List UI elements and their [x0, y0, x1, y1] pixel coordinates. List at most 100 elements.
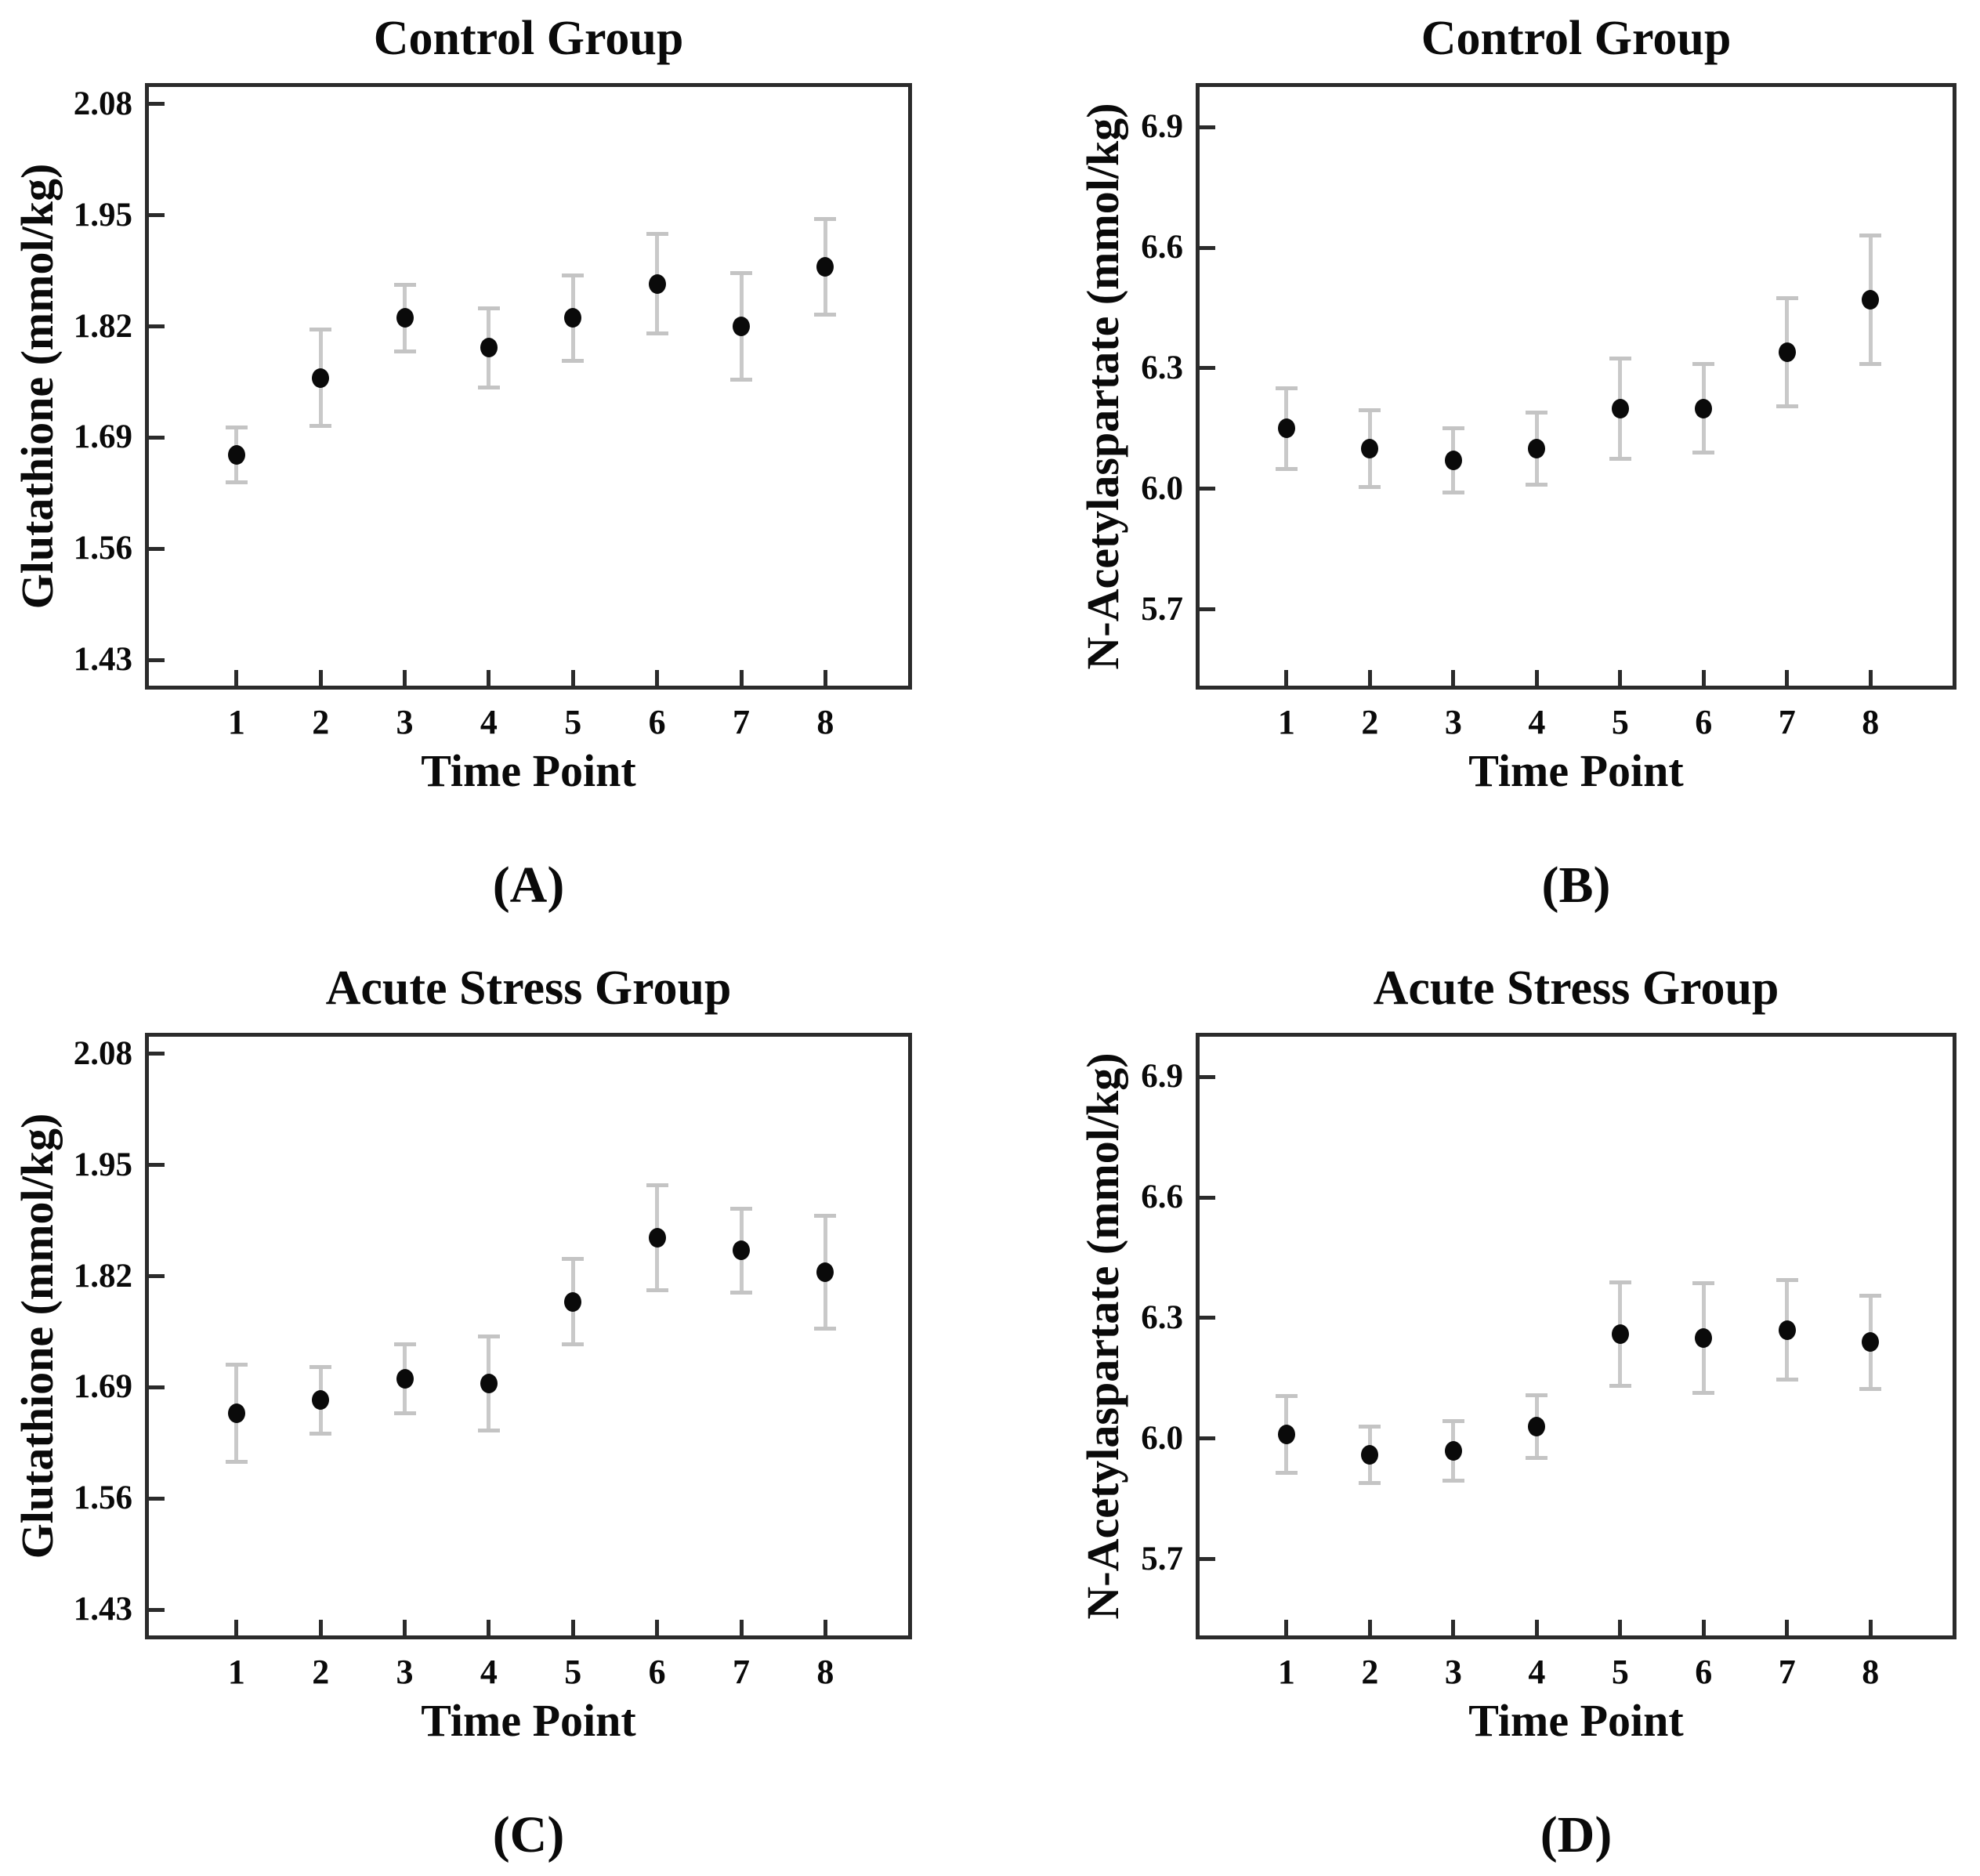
error-bar-cap-bottom — [477, 385, 500, 389]
data-point — [312, 368, 330, 388]
y-tick-label: 6.3 — [1141, 349, 1183, 386]
y-tick-mark — [1200, 245, 1215, 250]
y-tick-label: 1.56 — [73, 1479, 132, 1517]
data-point — [1695, 398, 1713, 418]
error-bar-cap-top — [309, 1364, 332, 1369]
y-tick-mark — [1200, 1436, 1215, 1441]
x-tick-label: 6 — [1695, 1653, 1713, 1691]
y-tick-label: 1.69 — [73, 418, 132, 456]
error-bar-cap-top — [1775, 1278, 1798, 1283]
x-tick-mark — [1618, 670, 1623, 686]
x-tick-mark — [487, 1620, 491, 1635]
x-tick-mark — [655, 1620, 660, 1635]
y-tick-mark — [149, 1385, 165, 1389]
error-bar-cap-top — [1359, 1424, 1381, 1429]
error-bar-cap-top — [225, 1362, 248, 1367]
y-tick-label: 1.82 — [73, 307, 132, 345]
x-tick-mark — [1701, 670, 1706, 686]
x-tick-mark — [1701, 1620, 1706, 1635]
x-tick-mark — [570, 670, 575, 686]
data-point — [1277, 1425, 1295, 1445]
x-tick-mark — [1534, 1620, 1539, 1635]
chart-title: Acute Stress Group — [1373, 962, 1779, 1015]
error-bar-cap-bottom — [730, 377, 752, 382]
data-point — [1778, 342, 1796, 362]
data-point — [1528, 438, 1546, 458]
x-tick-mark — [1284, 1620, 1289, 1635]
data-point — [312, 1390, 330, 1411]
x-tick-label: 3 — [396, 703, 414, 741]
error-bar-cap-top — [477, 1334, 500, 1338]
error-bar-cap-top — [477, 306, 500, 311]
error-bar-cap-top — [1275, 1394, 1298, 1399]
error-bar-cap-bottom — [1359, 1480, 1381, 1485]
y-tick-mark — [149, 435, 165, 440]
x-tick-label: 7 — [733, 1653, 750, 1691]
x-tick-label: 3 — [1444, 1653, 1462, 1691]
x-tick-label: 4 — [480, 703, 498, 741]
data-point — [564, 308, 582, 328]
error-bar-cap-top — [1526, 1393, 1548, 1397]
error-bar-cap-top — [1775, 295, 1798, 300]
y-tick-mark — [149, 213, 165, 218]
y-tick-mark — [1200, 1316, 1215, 1320]
x-tick-label: 2 — [312, 703, 330, 741]
x-tick-label: 6 — [648, 703, 666, 741]
y-tick-label: 6.6 — [1141, 1179, 1183, 1216]
error-bar-cap-bottom — [1775, 1378, 1798, 1382]
error-bar-cap-top — [1442, 426, 1464, 431]
x-tick-label: 5 — [1611, 1653, 1629, 1691]
error-bar-cap-bottom — [562, 358, 585, 363]
y-tick-label: 1.82 — [73, 1257, 132, 1295]
error-bar-cap-bottom — [1775, 404, 1798, 409]
y-tick-label: 6.3 — [1141, 1298, 1183, 1336]
error-bar-cap-top — [1609, 1280, 1631, 1285]
error-bar-cap-bottom — [1859, 1386, 1882, 1391]
y-axis-label: Glutathione (mmol/kg) — [12, 1113, 63, 1559]
x-tick-mark — [739, 1620, 744, 1635]
error-bar-cap-bottom — [730, 1290, 752, 1295]
y-tick-label: 5.7 — [1141, 1540, 1183, 1577]
x-tick-label: 6 — [648, 1653, 666, 1691]
y-tick-label: 2.08 — [73, 1034, 132, 1072]
data-point — [648, 1227, 666, 1248]
y-tick-mark — [1200, 366, 1215, 371]
x-tick-mark — [823, 670, 827, 686]
data-point — [1361, 1444, 1379, 1465]
x-tick-mark — [1451, 670, 1456, 686]
panel-letter: (D) — [1540, 1806, 1613, 1863]
y-tick-mark — [149, 657, 165, 662]
x-tick-label: 1 — [227, 1653, 245, 1691]
error-bar-cap-bottom — [814, 1326, 837, 1331]
x-tick-label: 3 — [396, 1653, 414, 1691]
error-bar-cap-top — [646, 232, 668, 237]
x-tick-mark — [1868, 670, 1873, 686]
y-tick-label: 1.56 — [73, 530, 132, 567]
x-tick-label: 5 — [564, 1653, 582, 1691]
error-bar-cap-bottom — [646, 1287, 668, 1292]
y-tick-label: 6.0 — [1141, 469, 1183, 507]
x-tick-mark — [1785, 1620, 1790, 1635]
error-bar-cap-top — [730, 271, 752, 276]
x-tick-label: 8 — [1862, 1653, 1880, 1691]
error-bar-cap-bottom — [477, 1428, 500, 1432]
x-tick-mark — [1534, 670, 1539, 686]
x-tick-label: 4 — [1528, 1653, 1546, 1691]
y-tick-label: 6.9 — [1141, 108, 1183, 146]
data-point — [1611, 1324, 1629, 1344]
y-tick-label: 1.69 — [73, 1368, 132, 1406]
x-tick-label: 4 — [480, 1653, 498, 1691]
y-tick-label: 1.43 — [73, 1591, 132, 1628]
data-point — [1444, 451, 1462, 471]
error-bar-cap-top — [730, 1206, 752, 1211]
plot-area-a — [145, 83, 912, 690]
error-bar-cap-top — [309, 328, 332, 332]
data-point — [1361, 438, 1379, 458]
x-tick-label: 7 — [733, 703, 750, 741]
x-tick-mark — [1367, 1620, 1372, 1635]
chart-title: Acute Stress Group — [325, 962, 732, 1015]
error-bar-cap-bottom — [1275, 1470, 1298, 1475]
x-tick-label: 1 — [227, 703, 245, 741]
data-point — [1444, 1440, 1462, 1461]
y-tick-label: 2.08 — [73, 85, 132, 122]
